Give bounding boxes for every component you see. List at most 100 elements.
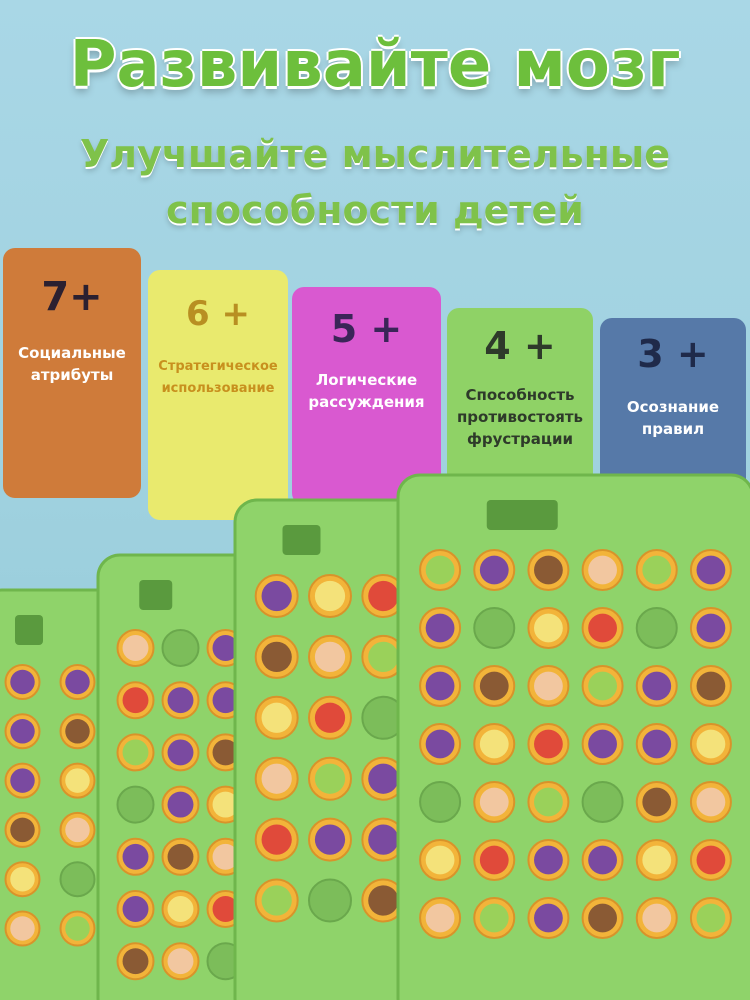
token-face — [696, 729, 726, 759]
token-rim — [419, 549, 462, 591]
token-face — [479, 845, 509, 875]
token-rim — [581, 839, 624, 881]
token-rim — [635, 549, 678, 591]
token-face — [696, 671, 726, 701]
skill-card: 5 + Логические рассуждения — [292, 287, 441, 505]
token-face — [588, 729, 617, 759]
token-face — [122, 635, 149, 661]
token-face — [122, 739, 149, 766]
age: 4 + — [484, 324, 556, 368]
token-face — [425, 845, 455, 875]
token-rim — [254, 817, 299, 862]
card-label: правил — [641, 420, 705, 438]
token-rim — [161, 890, 200, 928]
token-rim — [527, 781, 570, 823]
token-face — [10, 669, 35, 695]
token-face — [212, 635, 239, 661]
table — [0, 768, 120, 1000]
token-rim — [116, 681, 155, 720]
token-rim — [473, 549, 516, 591]
token-face — [534, 613, 563, 643]
card-label: Социальные — [18, 344, 126, 362]
token-rim — [419, 723, 462, 765]
token-face — [368, 824, 399, 855]
token-face — [314, 824, 346, 855]
token-face — [167, 687, 194, 714]
token-rim — [689, 723, 732, 765]
card-label: Осознание — [626, 398, 720, 416]
token-rim — [689, 839, 732, 881]
empty-hole — [473, 607, 516, 649]
token-rim — [689, 781, 732, 823]
age: 6 + — [186, 294, 250, 334]
token-rim — [473, 723, 516, 765]
skill-card: 6 + Стратегическое использование — [148, 270, 288, 520]
token-rim — [116, 942, 155, 981]
empty-hole — [635, 607, 678, 649]
empty-hole — [116, 785, 155, 824]
board — [233, 498, 427, 1000]
token-face — [534, 787, 563, 817]
subtitle: способности детей — [166, 188, 584, 232]
token-rim — [361, 634, 406, 679]
token-face — [479, 671, 509, 701]
token-face — [479, 787, 509, 817]
token-rim — [473, 665, 516, 707]
token-rim — [161, 733, 200, 772]
token-rim — [59, 664, 96, 700]
empty-hole — [308, 878, 352, 923]
token-face — [642, 729, 672, 759]
token-face — [534, 671, 563, 701]
empty-hole — [361, 695, 406, 740]
token-face — [696, 903, 726, 933]
token-face — [425, 671, 455, 701]
card-label: фрустрации — [467, 430, 573, 448]
token-face — [122, 896, 149, 922]
game-board — [233, 498, 427, 1000]
token-rim — [419, 665, 462, 707]
token-face — [167, 791, 194, 818]
empty-hole — [419, 781, 462, 823]
token-face — [642, 903, 672, 933]
token-rim — [361, 574, 406, 618]
token-rim — [527, 607, 570, 649]
token-rim — [527, 549, 570, 591]
token-rim — [308, 695, 352, 740]
token-rim — [206, 785, 245, 824]
token-rim — [206, 733, 245, 772]
token-rim — [581, 665, 624, 707]
board-slot — [139, 580, 173, 610]
token-face — [425, 729, 455, 759]
token-rim — [473, 897, 516, 939]
token-face — [167, 843, 194, 870]
token-face — [65, 719, 90, 744]
token-rim — [581, 723, 624, 765]
token-face — [261, 763, 292, 794]
token-rim — [419, 607, 462, 649]
empty-hole — [161, 629, 200, 667]
token-rim — [4, 713, 41, 750]
token-rim — [4, 811, 41, 848]
token-face — [425, 613, 455, 643]
token-face — [261, 580, 292, 612]
empty-hole — [206, 942, 245, 981]
token-face — [167, 739, 194, 766]
subtitle: Улучшайте мыслительные — [79, 132, 671, 176]
board — [396, 473, 750, 1000]
token-face — [642, 787, 672, 817]
token-face — [479, 555, 509, 585]
token-rim — [4, 861, 41, 898]
age: 3 + — [637, 332, 709, 376]
token-face — [65, 768, 90, 793]
game-board — [0, 588, 122, 1000]
card-label: Способность — [465, 386, 575, 404]
token-rim — [206, 629, 245, 667]
token-rim — [689, 607, 732, 649]
token-face — [212, 896, 239, 922]
game-board — [96, 553, 265, 1000]
token-face — [65, 817, 90, 843]
token-face — [696, 787, 726, 817]
token-rim — [689, 665, 732, 707]
token-rim — [419, 839, 462, 881]
token-rim — [635, 723, 678, 765]
